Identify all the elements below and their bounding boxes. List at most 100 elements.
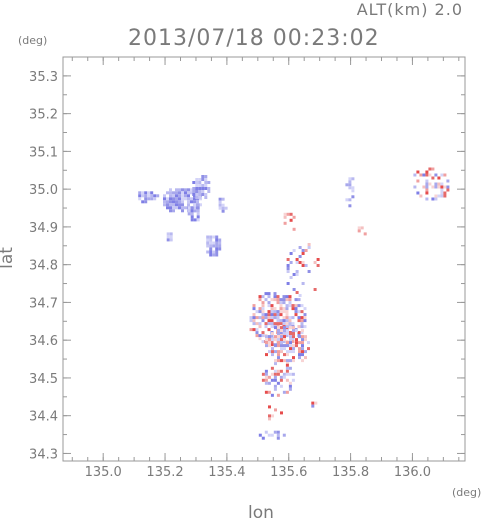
echo-cell: [198, 178, 202, 181]
echo-cell: [301, 341, 304, 345]
echo-cell: [264, 390, 268, 394]
echo-cell: [267, 322, 271, 326]
echo-cell: [297, 319, 301, 323]
echo-cell: [288, 319, 292, 323]
echo-cell: [286, 264, 290, 267]
echo-cell: [187, 188, 190, 192]
echo-cell: [294, 298, 298, 302]
echo-cell: [209, 235, 213, 239]
echo-cell: [195, 187, 199, 190]
echo-cell: [255, 328, 259, 332]
echo-cell: [286, 212, 290, 216]
echo-cell: [348, 183, 352, 187]
echo-cell: [271, 332, 274, 336]
echo-cell: [267, 328, 271, 332]
echo-cell: [264, 292, 268, 296]
echo-cell: [212, 235, 216, 239]
echo-cell: [147, 191, 151, 195]
echo-cell: [258, 325, 262, 329]
y-axis-unit: (deg): [18, 34, 48, 47]
echo-cell: [301, 338, 304, 342]
echo-cell: [270, 393, 274, 397]
echo-cell: [307, 243, 311, 246]
echo-cell: [206, 250, 210, 254]
echo-cell: [267, 433, 271, 437]
echo-cell: [268, 344, 271, 348]
echo-cell: [198, 193, 202, 196]
echo-cell: [357, 226, 361, 230]
echo-cell: [298, 347, 301, 351]
echo-cell: [289, 261, 293, 264]
echo-cell: [416, 191, 420, 195]
echo-cell: [198, 181, 202, 184]
echo-cell: [297, 304, 301, 308]
echo-cell: [274, 335, 277, 339]
echo-cell: [413, 173, 417, 177]
echo-cell: [190, 188, 193, 192]
echo-cell: [316, 264, 320, 267]
echo-cell: [181, 197, 184, 201]
echo-cell: [292, 332, 295, 336]
echo-cell: [276, 319, 280, 323]
echo-cell: [348, 198, 352, 202]
echo-cell: [277, 359, 280, 363]
echo-cell: [288, 316, 292, 320]
echo-cell: [277, 329, 280, 333]
echo-cell: [192, 181, 196, 184]
echo-cell: [265, 344, 268, 348]
echo-cell: [141, 191, 145, 195]
echo-cell: [291, 340, 295, 344]
echo-cell: [192, 190, 196, 193]
echo-cell: [351, 189, 355, 193]
echo-cell: [301, 249, 305, 252]
echo-cell: [163, 203, 166, 207]
echo-cell: [273, 298, 277, 302]
echo-cell: [297, 325, 301, 329]
echo-cell: [285, 295, 289, 299]
echo-cell: [267, 295, 271, 299]
echo-cell: [215, 250, 219, 254]
echo-cell: [301, 347, 304, 351]
echo-cell: [218, 247, 222, 251]
echo-cell: [292, 350, 295, 354]
echo-cell: [437, 182, 441, 186]
echo-cell: [425, 170, 429, 174]
echo-cell: [288, 381, 292, 385]
echo-cell: [204, 175, 208, 178]
echo-cell: [267, 316, 271, 320]
echo-cell: [289, 335, 292, 339]
echo-cell: [277, 338, 280, 342]
echo-cell: [300, 319, 304, 323]
echo-cell: [264, 322, 268, 326]
echo-cell: [144, 191, 148, 195]
echo-cell: [280, 359, 283, 363]
echo-cell: [289, 347, 292, 351]
echo-cell: [175, 188, 178, 192]
echo-cell: [267, 301, 271, 305]
echo-cell: [184, 197, 187, 201]
echo-cell: [303, 316, 307, 320]
echo-cell: [198, 187, 202, 190]
echo-cell: [292, 249, 296, 252]
echo-cell: [258, 322, 262, 326]
echo-cell: [204, 196, 208, 199]
echo-cell: [268, 417, 271, 421]
echo-cell: [283, 332, 286, 336]
y-tick-label: 35.1: [29, 145, 58, 160]
echo-cell: [252, 313, 256, 317]
echo-cell: [209, 250, 213, 254]
echo-cell: [283, 221, 287, 225]
echo-cell: [292, 335, 295, 339]
echo-cell: [297, 310, 301, 314]
echo-cell: [292, 326, 295, 330]
echo-cell: [267, 292, 271, 296]
echo-cell: [172, 197, 175, 201]
echo-cell: [147, 197, 151, 201]
echo-cell: [201, 187, 205, 190]
echo-cell: [276, 313, 280, 317]
echo-cell: [193, 200, 196, 204]
echo-cell: [181, 209, 184, 213]
echo-cell: [283, 344, 286, 348]
echo-cell: [206, 241, 210, 245]
echo-cell: [437, 185, 441, 189]
